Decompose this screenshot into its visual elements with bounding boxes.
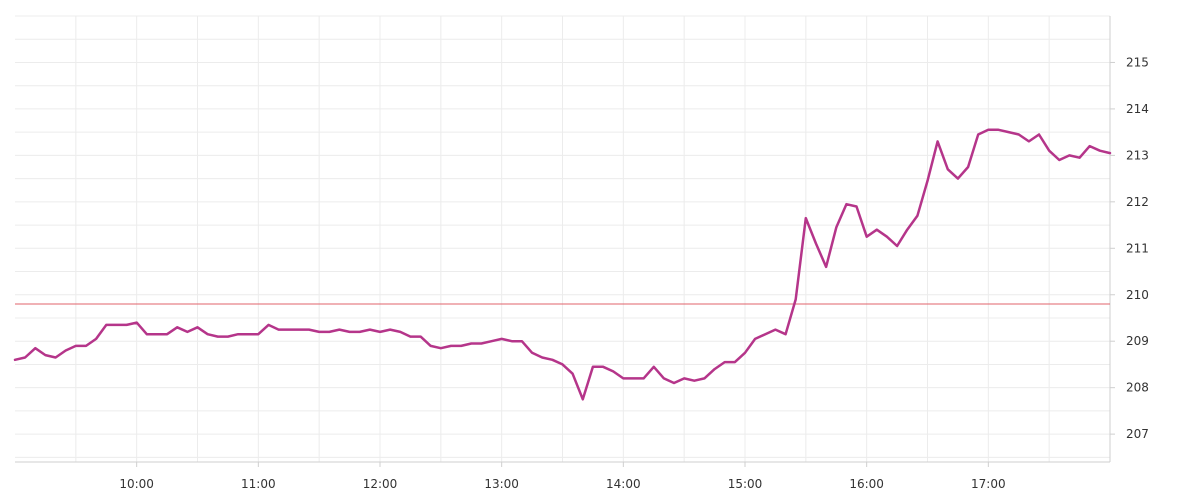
x-tick-label: 13:00 <box>484 477 519 491</box>
x-tick-label: 16:00 <box>849 477 884 491</box>
y-tick-label: 210 <box>1126 288 1149 302</box>
x-tick-label: 17:00 <box>971 477 1006 491</box>
series-group <box>13 128 1112 401</box>
x-tick-label: 14:00 <box>606 477 641 491</box>
y-tick-label: 209 <box>1126 334 1149 348</box>
y-tick-label: 214 <box>1126 102 1149 116</box>
x-tick-label: 10:00 <box>119 477 154 491</box>
y-tick-label: 212 <box>1126 195 1149 209</box>
price-series-line <box>13 128 1112 401</box>
y-tick-label: 208 <box>1126 381 1149 395</box>
grid <box>15 15 1110 462</box>
x-tick-label: 11:00 <box>241 477 276 491</box>
y-axis: 207 208 209 210 211 212 213 214 215 <box>1109 16 1149 462</box>
x-tick-label: 15:00 <box>728 477 763 491</box>
x-axis: 10:00 11:00 12:00 13:00 14:00 15:00 16:00 17:00 <box>15 461 1110 491</box>
y-tick-label: 211 <box>1126 241 1149 255</box>
y-tick-label: 213 <box>1126 148 1149 162</box>
y-tick-label: 207 <box>1126 427 1149 441</box>
x-tick-label: 12:00 <box>363 477 398 491</box>
y-tick-label: 215 <box>1126 55 1149 69</box>
